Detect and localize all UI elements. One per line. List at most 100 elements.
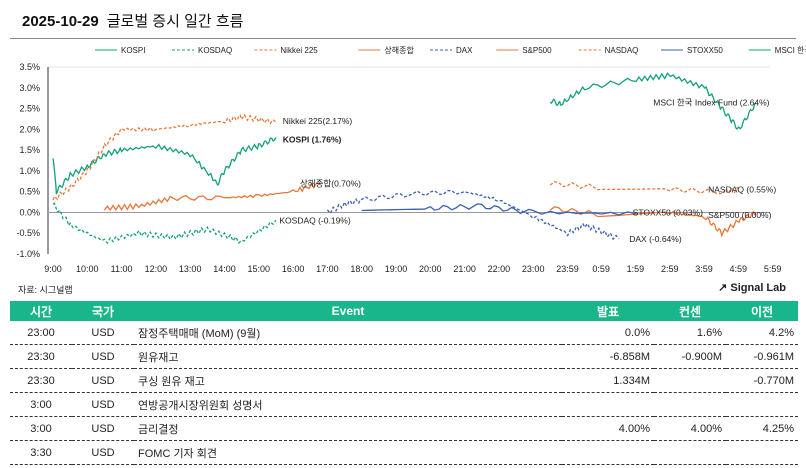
table-cell: USD <box>72 344 134 369</box>
table-cell: 3:30 <box>10 440 72 465</box>
x-tick-label: 19:00 <box>385 264 408 274</box>
x-tick-label: 1:59 <box>627 264 645 274</box>
x-tick-label: 20:00 <box>419 264 442 274</box>
table-row: 3:00 USD 금리결정 4.00% 4.00% 4.25% <box>10 416 798 441</box>
series-line <box>103 182 321 212</box>
table-cell: 쿠싱 원유 재고 <box>134 368 562 393</box>
title-label: 글로벌 증시 일간 흐름 <box>106 13 244 30</box>
table-cell: 23:00 <box>10 321 72 345</box>
x-tick-label: 5:59 <box>764 264 782 274</box>
table-cell: 3:00 <box>10 416 72 441</box>
y-tick-label: 2.0% <box>19 124 40 134</box>
legend-label: DAX <box>456 46 473 55</box>
legend-label: S&P500 <box>522 46 552 55</box>
page-title: 2025-10-29 글로벌 증시 일간 흐름 <box>22 10 243 31</box>
y-tick-label: -1.0% <box>16 249 40 259</box>
table-cell: 4.00% <box>654 416 726 441</box>
table-cell: -0.900M <box>654 344 726 369</box>
table-row: 3:00 USD 연방공개시장위원회 성명서 <box>10 392 798 417</box>
table-cell: USD <box>72 368 134 393</box>
legend-label: Nikkei 225 <box>280 46 318 55</box>
x-tick-label: 18:00 <box>350 264 373 274</box>
series-line <box>549 180 740 195</box>
divider <box>10 38 796 39</box>
x-tick-label: 21:00 <box>453 264 476 274</box>
series-line <box>549 72 757 130</box>
x-tick-label: 14:00 <box>213 264 236 274</box>
table-cell: -0.961M <box>726 344 798 369</box>
line-chart: 3.5% 3.0% 2.5% 2.0% 1.5% 1.0% 0.5% 0.0% -0.5% -1.… <box>16 45 806 274</box>
table-cell: 0.0% <box>562 321 654 345</box>
x-tick-label: 0:59 <box>592 264 610 274</box>
table-cell: 잠정주택매매 (MoM) (9월) <box>134 321 562 345</box>
table-cell: USD <box>72 440 134 465</box>
column-header: 발표 <box>562 301 654 321</box>
table-cell: 23:30 <box>10 368 72 393</box>
legend-label: NASDAQ <box>605 46 639 55</box>
x-tick-label: 9:00 <box>44 264 62 274</box>
table-cell: FOMC 기자 회견 <box>134 440 562 465</box>
series-line <box>326 189 620 241</box>
y-tick-label: 1.0% <box>19 166 40 176</box>
x-tick-label: 3:59 <box>695 264 713 274</box>
y-tick-label: 3.0% <box>19 83 40 93</box>
legend-label: KOSPI <box>121 46 145 55</box>
x-tick-label: 12:00 <box>145 264 168 274</box>
series-line <box>52 137 277 195</box>
table-cell: 금리결정 <box>134 416 562 441</box>
table-row: 23:30 USD 원유재고 -6.858M -0.900M -0.961M <box>10 344 798 369</box>
column-header: 시간 <box>10 301 72 321</box>
series-end-label: S&P500 (0.00%) <box>708 210 771 220</box>
table-cell <box>562 392 654 417</box>
series-end-label: KOSPI (1.76%) <box>283 134 342 144</box>
table-cell: 4.2% <box>726 321 798 345</box>
series-end-label: 상해종합(0.70%) <box>300 178 361 188</box>
table-cell: 3:00 <box>10 392 72 417</box>
legend-label: STOXX50 <box>687 46 723 55</box>
table-cell <box>654 440 726 465</box>
series-line <box>52 113 277 201</box>
brand-logo: ↗ Signal Lab <box>718 282 786 294</box>
column-header: 컨센 <box>654 301 726 321</box>
x-tick-label: 22:00 <box>488 264 511 274</box>
column-header: Event <box>134 301 562 321</box>
x-tick-label: 17:00 <box>316 264 339 274</box>
x-tick-label: 11:00 <box>111 264 133 274</box>
table-cell: USD <box>72 321 134 345</box>
series-end-label: DAX (-0.64%) <box>629 234 682 244</box>
table-cell: 1.6% <box>654 321 726 345</box>
table-cell <box>726 440 798 465</box>
signal-icon: ↗ <box>718 282 731 294</box>
x-tick-label: 2:59 <box>661 264 679 274</box>
table-cell: 연방공개시장위원회 성명서 <box>134 392 562 417</box>
x-tick-label: 15:00 <box>248 264 271 274</box>
table-cell: USD <box>72 416 134 441</box>
x-tick-label: 13:00 <box>179 264 202 274</box>
series-end-label: STOXX50 (0.03%) <box>633 207 703 217</box>
table-cell: -6.858M <box>562 344 654 369</box>
series-line <box>52 202 277 245</box>
x-tick-label: 16:00 <box>282 264 305 274</box>
y-tick-label: 3.5% <box>19 62 40 72</box>
table-cell <box>562 440 654 465</box>
x-tick-label: 23:00 <box>522 264 545 274</box>
legend-label: MSCI 한국 Index Fund <box>775 46 806 55</box>
table-row: 3:30 USD FOMC 기자 회견 <box>10 440 798 465</box>
x-tick-label: 4:59 <box>730 264 748 274</box>
table-cell: USD <box>72 392 134 417</box>
legend-label: KOSDAQ <box>198 46 232 55</box>
source-note: 자료: 시그널랩 <box>18 285 73 295</box>
date-label: 2025-10-29 <box>22 13 99 30</box>
table-cell <box>726 392 798 417</box>
y-tick-label: 2.5% <box>19 104 40 114</box>
series-end-label: KOSDAQ (-0.19%) <box>279 215 350 225</box>
column-header: 국가 <box>72 301 134 321</box>
x-tick-label: 23:59 <box>556 264 579 274</box>
series-line <box>549 206 757 238</box>
series-end-label: Nikkei 225(2.17%) <box>283 116 353 126</box>
y-tick-label: 0.5% <box>19 187 40 197</box>
legend-label: 상해종합 <box>384 45 414 55</box>
table-cell: -0.770M <box>726 368 798 393</box>
table-cell <box>654 368 726 393</box>
table-cell: 23:30 <box>10 344 72 369</box>
